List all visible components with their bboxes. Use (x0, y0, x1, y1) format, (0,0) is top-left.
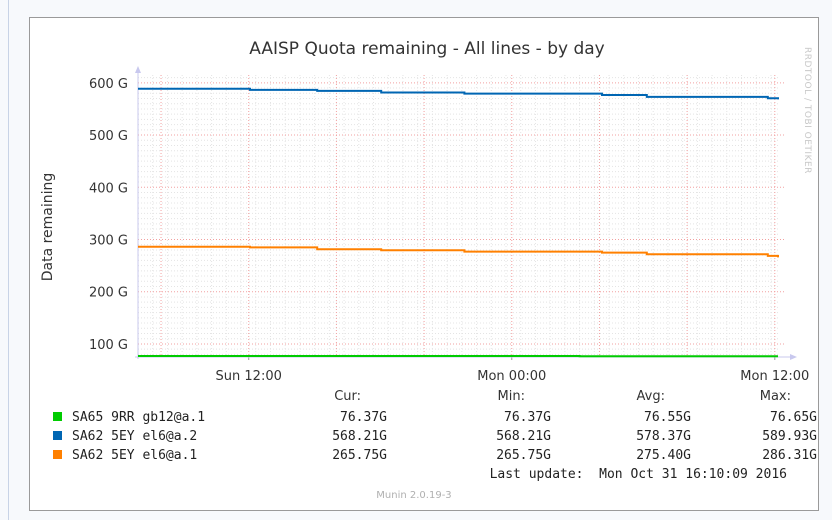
page-left-border (8, 0, 9, 520)
y-tick-label: 200 G (89, 286, 128, 301)
legend-header-max: Max: (760, 389, 791, 404)
grid-layer (137, 75, 784, 357)
legend-swatch (53, 431, 62, 440)
legend-value-max: 286.31G (762, 448, 817, 463)
legend-value-avg: 578.37G (636, 429, 691, 444)
series-layer (138, 87, 779, 358)
x-tick-labels: Sun 12:00 Mon 00:00 Mon 12:00 (216, 357, 809, 384)
legend-value-avg: 76.55G (644, 410, 691, 425)
legend-value-cur: 568.21G (332, 429, 387, 444)
y-tick-label: 300 G (89, 234, 128, 249)
munin-graph-panel: AAISP Quota remaining - All lines - by d… (29, 17, 819, 511)
legend-value-max: 76.65G (770, 410, 817, 425)
y-tick-labels: 100 G 200 G 300 G 400 G 500 G 600 G (89, 77, 128, 353)
y-tick-label: 500 G (89, 129, 128, 144)
legend-value-cur: 265.75G (332, 448, 387, 463)
x-tick-label: Mon 00:00 (477, 369, 546, 384)
chart-title: AAISP Quota remaining - All lines - by d… (249, 39, 605, 59)
x-axis-arrow (790, 354, 797, 360)
legend-series-name: SA62 5EY el6@a.1 (72, 448, 197, 463)
legend-swatch (53, 450, 62, 459)
legend-swatch (53, 412, 62, 421)
legend: Cur: Min: Avg: Max: SA65 9RR gb12@a.1 76.37G 7… (53, 389, 817, 463)
legend-header-min: Min: (498, 389, 525, 404)
legend-series-name: SA65 9RR gb12@a.1 (72, 410, 205, 425)
series-line-2 (138, 87, 779, 100)
y-axis-label: Data remaining (40, 173, 56, 282)
legend-header-cur: Cur: (334, 389, 361, 404)
y-tick-label: 600 G (89, 77, 128, 92)
series-line-3 (138, 245, 779, 258)
legend-value-min: 265.75G (496, 448, 551, 463)
y-tick-label: 100 G (89, 338, 128, 353)
legend-value-min: 76.37G (504, 410, 551, 425)
legend-value-cur: 76.37G (340, 410, 387, 425)
y-tick-label: 400 G (89, 181, 128, 196)
legend-series-name: SA62 5EY el6@a.2 (72, 429, 197, 444)
legend-value-max: 589.93G (762, 429, 817, 444)
munin-version: Munin 2.0.19-3 (376, 490, 451, 501)
rrdtool-credit: RRDTOOL / TOBI OETIKER (802, 47, 812, 174)
last-update: Last update: Mon Oct 31 16:10:09 2016 (490, 467, 787, 482)
quota-chart: AAISP Quota remaining - All lines - by d… (29, 17, 819, 511)
x-tick-label: Mon 12:00 (740, 369, 809, 384)
x-tick-label: Sun 12:00 (216, 369, 282, 384)
y-axis-arrow (135, 66, 141, 73)
legend-value-avg: 275.40G (636, 448, 691, 463)
legend-value-min: 568.21G (496, 429, 551, 444)
legend-header-avg: Avg: (637, 389, 665, 404)
